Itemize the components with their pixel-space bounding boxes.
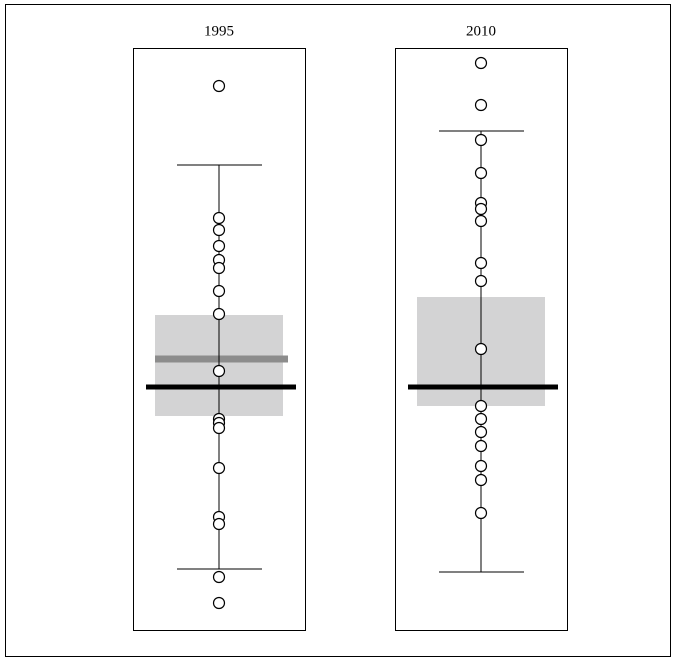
data-point — [474, 133, 488, 147]
data-point — [474, 425, 488, 439]
data-point — [212, 570, 226, 584]
data-point — [474, 412, 488, 426]
data-point — [474, 459, 488, 473]
data-point — [212, 517, 226, 531]
data-point — [474, 439, 488, 453]
data-point — [212, 461, 226, 475]
data-point — [212, 211, 226, 225]
data-point — [212, 223, 226, 237]
data-point — [474, 214, 488, 228]
panel-frame — [133, 48, 306, 631]
outer-frame — [5, 4, 671, 657]
data-point — [212, 261, 226, 275]
data-point — [474, 166, 488, 180]
data-point — [212, 239, 226, 253]
data-point — [474, 98, 488, 112]
data-point — [474, 506, 488, 520]
data-point — [474, 256, 488, 270]
data-point — [474, 342, 488, 356]
data-point — [474, 274, 488, 288]
data-point — [474, 473, 488, 487]
panel-title: 2010 — [466, 23, 496, 39]
panel-frame — [395, 48, 568, 631]
data-point — [212, 79, 226, 93]
data-point — [212, 364, 226, 378]
data-point — [212, 421, 226, 435]
panel-title: 1995 — [204, 23, 234, 39]
data-point — [212, 307, 226, 321]
data-point — [474, 202, 488, 216]
data-point — [474, 56, 488, 70]
data-point — [474, 399, 488, 413]
data-point — [212, 284, 226, 298]
data-point — [212, 596, 226, 610]
